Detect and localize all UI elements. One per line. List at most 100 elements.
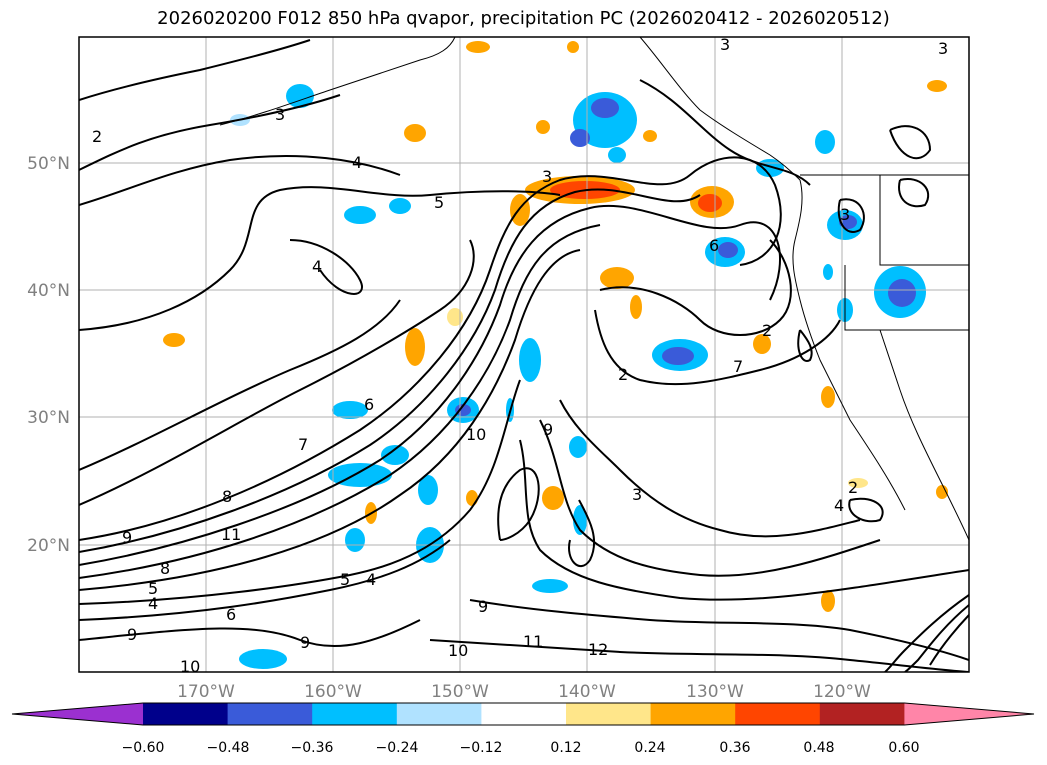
colorbar-tick-label: 0.12	[550, 740, 581, 756]
contour-label: 2	[92, 127, 102, 146]
precip-blob	[286, 84, 314, 108]
contour-label: 9	[543, 420, 553, 439]
precip-blob	[569, 436, 587, 458]
precip-blob	[466, 490, 478, 506]
precip-blob	[573, 505, 587, 535]
contour-label: 7	[298, 435, 308, 454]
colorbar-ticks: −0.60 −0.48 −0.36 −0.24 −0.12 0.12 0.24 …	[122, 740, 920, 756]
contour-label: 8	[160, 559, 170, 578]
contour-label: 11	[221, 525, 241, 544]
contour-label: 5	[340, 570, 350, 589]
contour-line	[79, 39, 311, 101]
precip-blob	[542, 486, 564, 510]
precip-blob	[332, 401, 368, 419]
precip-blob	[536, 120, 550, 134]
precip-blob	[821, 590, 835, 612]
contour-label: 3	[938, 39, 948, 58]
precip-blob	[418, 475, 438, 505]
precip-blob	[567, 41, 579, 53]
lon-label: 130°W	[686, 682, 744, 702]
colorbar-tick-label: −0.48	[207, 740, 250, 756]
lon-axis-labels: 170°W 160°W 150°W 140°W 130°W 120°W	[177, 682, 871, 702]
precip-blob	[405, 328, 425, 366]
state-border	[879, 329, 901, 391]
lon-label: 160°W	[304, 682, 362, 702]
contour-line	[79, 154, 401, 206]
contour-line	[519, 439, 969, 601]
precip-blob	[519, 338, 541, 382]
contour-line	[848, 497, 884, 523]
precip-blob	[389, 198, 411, 214]
lat-label: 20°N	[27, 536, 70, 556]
precip-blob	[927, 80, 947, 92]
contour-line	[639, 79, 811, 186]
state-border	[844, 265, 969, 331]
map-title: 2026020200 F012 850 hPa qvapor, precipit…	[157, 8, 890, 29]
colorbar-segment	[481, 703, 567, 725]
contour-label: 3	[275, 105, 285, 124]
contour-line	[469, 599, 969, 661]
contour-line	[289, 239, 363, 295]
precip-blob	[630, 295, 642, 319]
contour-line	[79, 249, 581, 591]
alaska-coast	[219, 37, 456, 126]
contour-line	[594, 309, 841, 386]
lat-label: 50°N	[27, 154, 70, 174]
contour-line	[429, 639, 969, 672]
contour-label: 9	[478, 597, 488, 616]
contour-label: 9	[127, 625, 137, 644]
qvapor-contours	[79, 39, 969, 672]
baja-coast	[899, 389, 969, 541]
contour-label: 4	[366, 570, 376, 589]
precip-blob	[608, 147, 626, 163]
contour-line	[79, 539, 451, 621]
contour-label: 3	[720, 35, 730, 54]
contour-line	[497, 467, 540, 541]
contour-label: 2	[848, 478, 858, 497]
colorbar-segment	[396, 703, 482, 725]
contour-label: 7	[733, 357, 743, 376]
contour-label: 10	[180, 657, 200, 676]
contour-line	[559, 399, 861, 538]
colorbar-tick-label: 0.48	[803, 740, 834, 756]
contour-line	[884, 594, 969, 672]
contour-labels: 3 3 3 2 4 5 4 3 6 3 2 2 7 6 7 8 10 9 11 …	[92, 35, 948, 676]
colorbar-tick-label: −0.12	[460, 740, 503, 756]
contour-label: 3	[840, 205, 850, 224]
precip-blob	[404, 124, 426, 142]
precip-blob	[718, 242, 738, 258]
colorbar-tick-label: 0.24	[634, 740, 665, 756]
colorbar-segment	[735, 703, 821, 725]
colorbar-tick-label: −0.36	[291, 740, 334, 756]
colorbar-extend-min	[12, 703, 143, 725]
colorbar-segment	[143, 703, 229, 725]
precip-blob	[753, 334, 771, 354]
contour-label: 12	[588, 640, 608, 659]
colorbar-tick-label: −0.24	[376, 740, 419, 756]
colorbar-segment	[227, 703, 313, 725]
lon-label: 150°W	[431, 682, 489, 702]
lat-label: 30°N	[27, 408, 70, 428]
precip-blob	[573, 92, 637, 148]
colorbar	[11, 702, 1035, 726]
contour-label: 6	[226, 605, 236, 624]
contour-line	[904, 604, 969, 672]
contour-label: 6	[364, 395, 374, 414]
contour-line	[79, 188, 701, 553]
contour-label: 9	[122, 528, 132, 547]
precip-blob	[821, 386, 835, 408]
precip-blob	[532, 579, 568, 593]
contour-line	[837, 198, 865, 233]
precip-blob	[936, 485, 948, 499]
precip-blob	[570, 129, 590, 147]
colorbar-segment	[650, 703, 736, 725]
contour-label: 2	[762, 321, 772, 340]
contour-line	[889, 125, 931, 160]
contour-label: 2	[618, 365, 628, 384]
precip-blob	[643, 130, 657, 142]
lat-axis-labels: 50°N 40°N 30°N 20°N	[27, 154, 70, 556]
contour-line	[79, 619, 421, 648]
contour-label: 4	[312, 257, 322, 276]
contour-label: 9	[300, 633, 310, 652]
